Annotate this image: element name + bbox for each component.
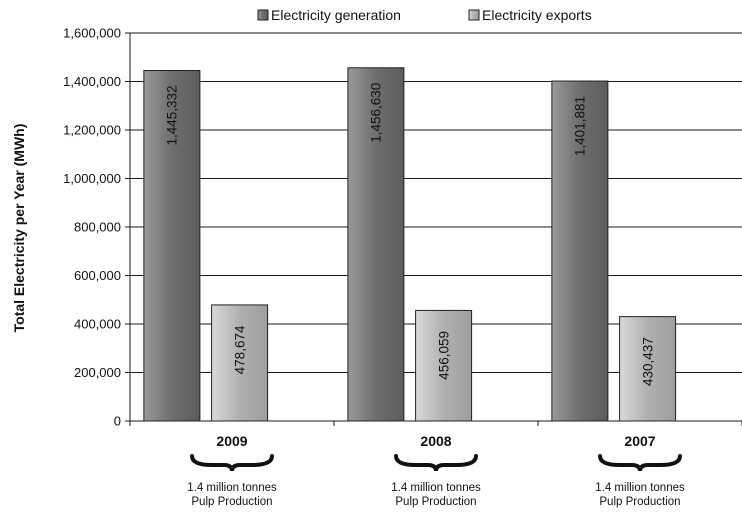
bar-data-label: 1,445,332 <box>165 85 180 145</box>
y-tick-label: 600,000 <box>74 268 121 283</box>
curly-brace-icon <box>598 454 682 472</box>
y-axis-label: Total Electricity per Year (MWh) <box>11 124 27 333</box>
bar-electricity-exports-2009 <box>211 304 269 422</box>
legend-swatch-exports <box>468 9 480 21</box>
bar-electricity-generation-2007 <box>551 80 609 422</box>
category-label-2009: 2009 <box>216 433 247 449</box>
bar-data-label: 456,059 <box>436 331 451 380</box>
y-tick-label: 200,000 <box>74 365 121 380</box>
y-tick-label: 400,000 <box>74 317 121 332</box>
bars: 1,445,332 478,674 1,456,630 456,059 1,401,88… <box>143 67 677 422</box>
category-note: 1.4 million tonnes <box>187 482 277 494</box>
legend-label: Electricity generation <box>271 7 401 23</box>
bar-electricity-generation-2008 <box>347 67 405 422</box>
legend: Electricity generation Electricity export… <box>257 7 592 23</box>
y-tick-label: 0 <box>114 414 121 429</box>
bar-data-label: 1,456,630 <box>369 83 384 143</box>
axes: 0 200,000 400,000 600,000 800,000 1,000,000 1,… <box>63 26 742 429</box>
curly-brace-icon <box>394 454 478 472</box>
category-label-2007: 2007 <box>624 433 655 449</box>
legend-label: Electricity exports <box>482 7 592 23</box>
category-note: Pulp Production <box>395 496 476 508</box>
bar-data-label: 478,674 <box>232 325 247 374</box>
bar-data-label: 1,401,881 <box>573 96 588 156</box>
legend-swatch-generation <box>257 9 269 21</box>
category-labels: 2009 1.4 million tonnes Pulp Production 200… <box>187 433 685 508</box>
y-tick-label: 1,400,000 <box>63 74 121 89</box>
category-note: 1.4 million tonnes <box>391 482 481 494</box>
curly-brace-icon <box>190 454 274 472</box>
category-note: Pulp Production <box>599 496 680 508</box>
y-tick-label: 1,000,000 <box>63 171 121 186</box>
category-note: Pulp Production <box>191 496 272 508</box>
category-label-2008: 2008 <box>420 433 451 449</box>
y-tick-label: 800,000 <box>74 220 121 235</box>
y-tick-label: 1,200,000 <box>63 123 121 138</box>
bar-electricity-exports-2008 <box>415 309 473 422</box>
bar-data-label: 430,437 <box>640 337 655 386</box>
bar-electricity-generation-2009 <box>143 70 201 422</box>
category-note: 1.4 million tonnes <box>595 482 685 494</box>
bar-electricity-exports-2007 <box>619 316 677 422</box>
y-tick-label: 1,600,000 <box>63 26 121 41</box>
